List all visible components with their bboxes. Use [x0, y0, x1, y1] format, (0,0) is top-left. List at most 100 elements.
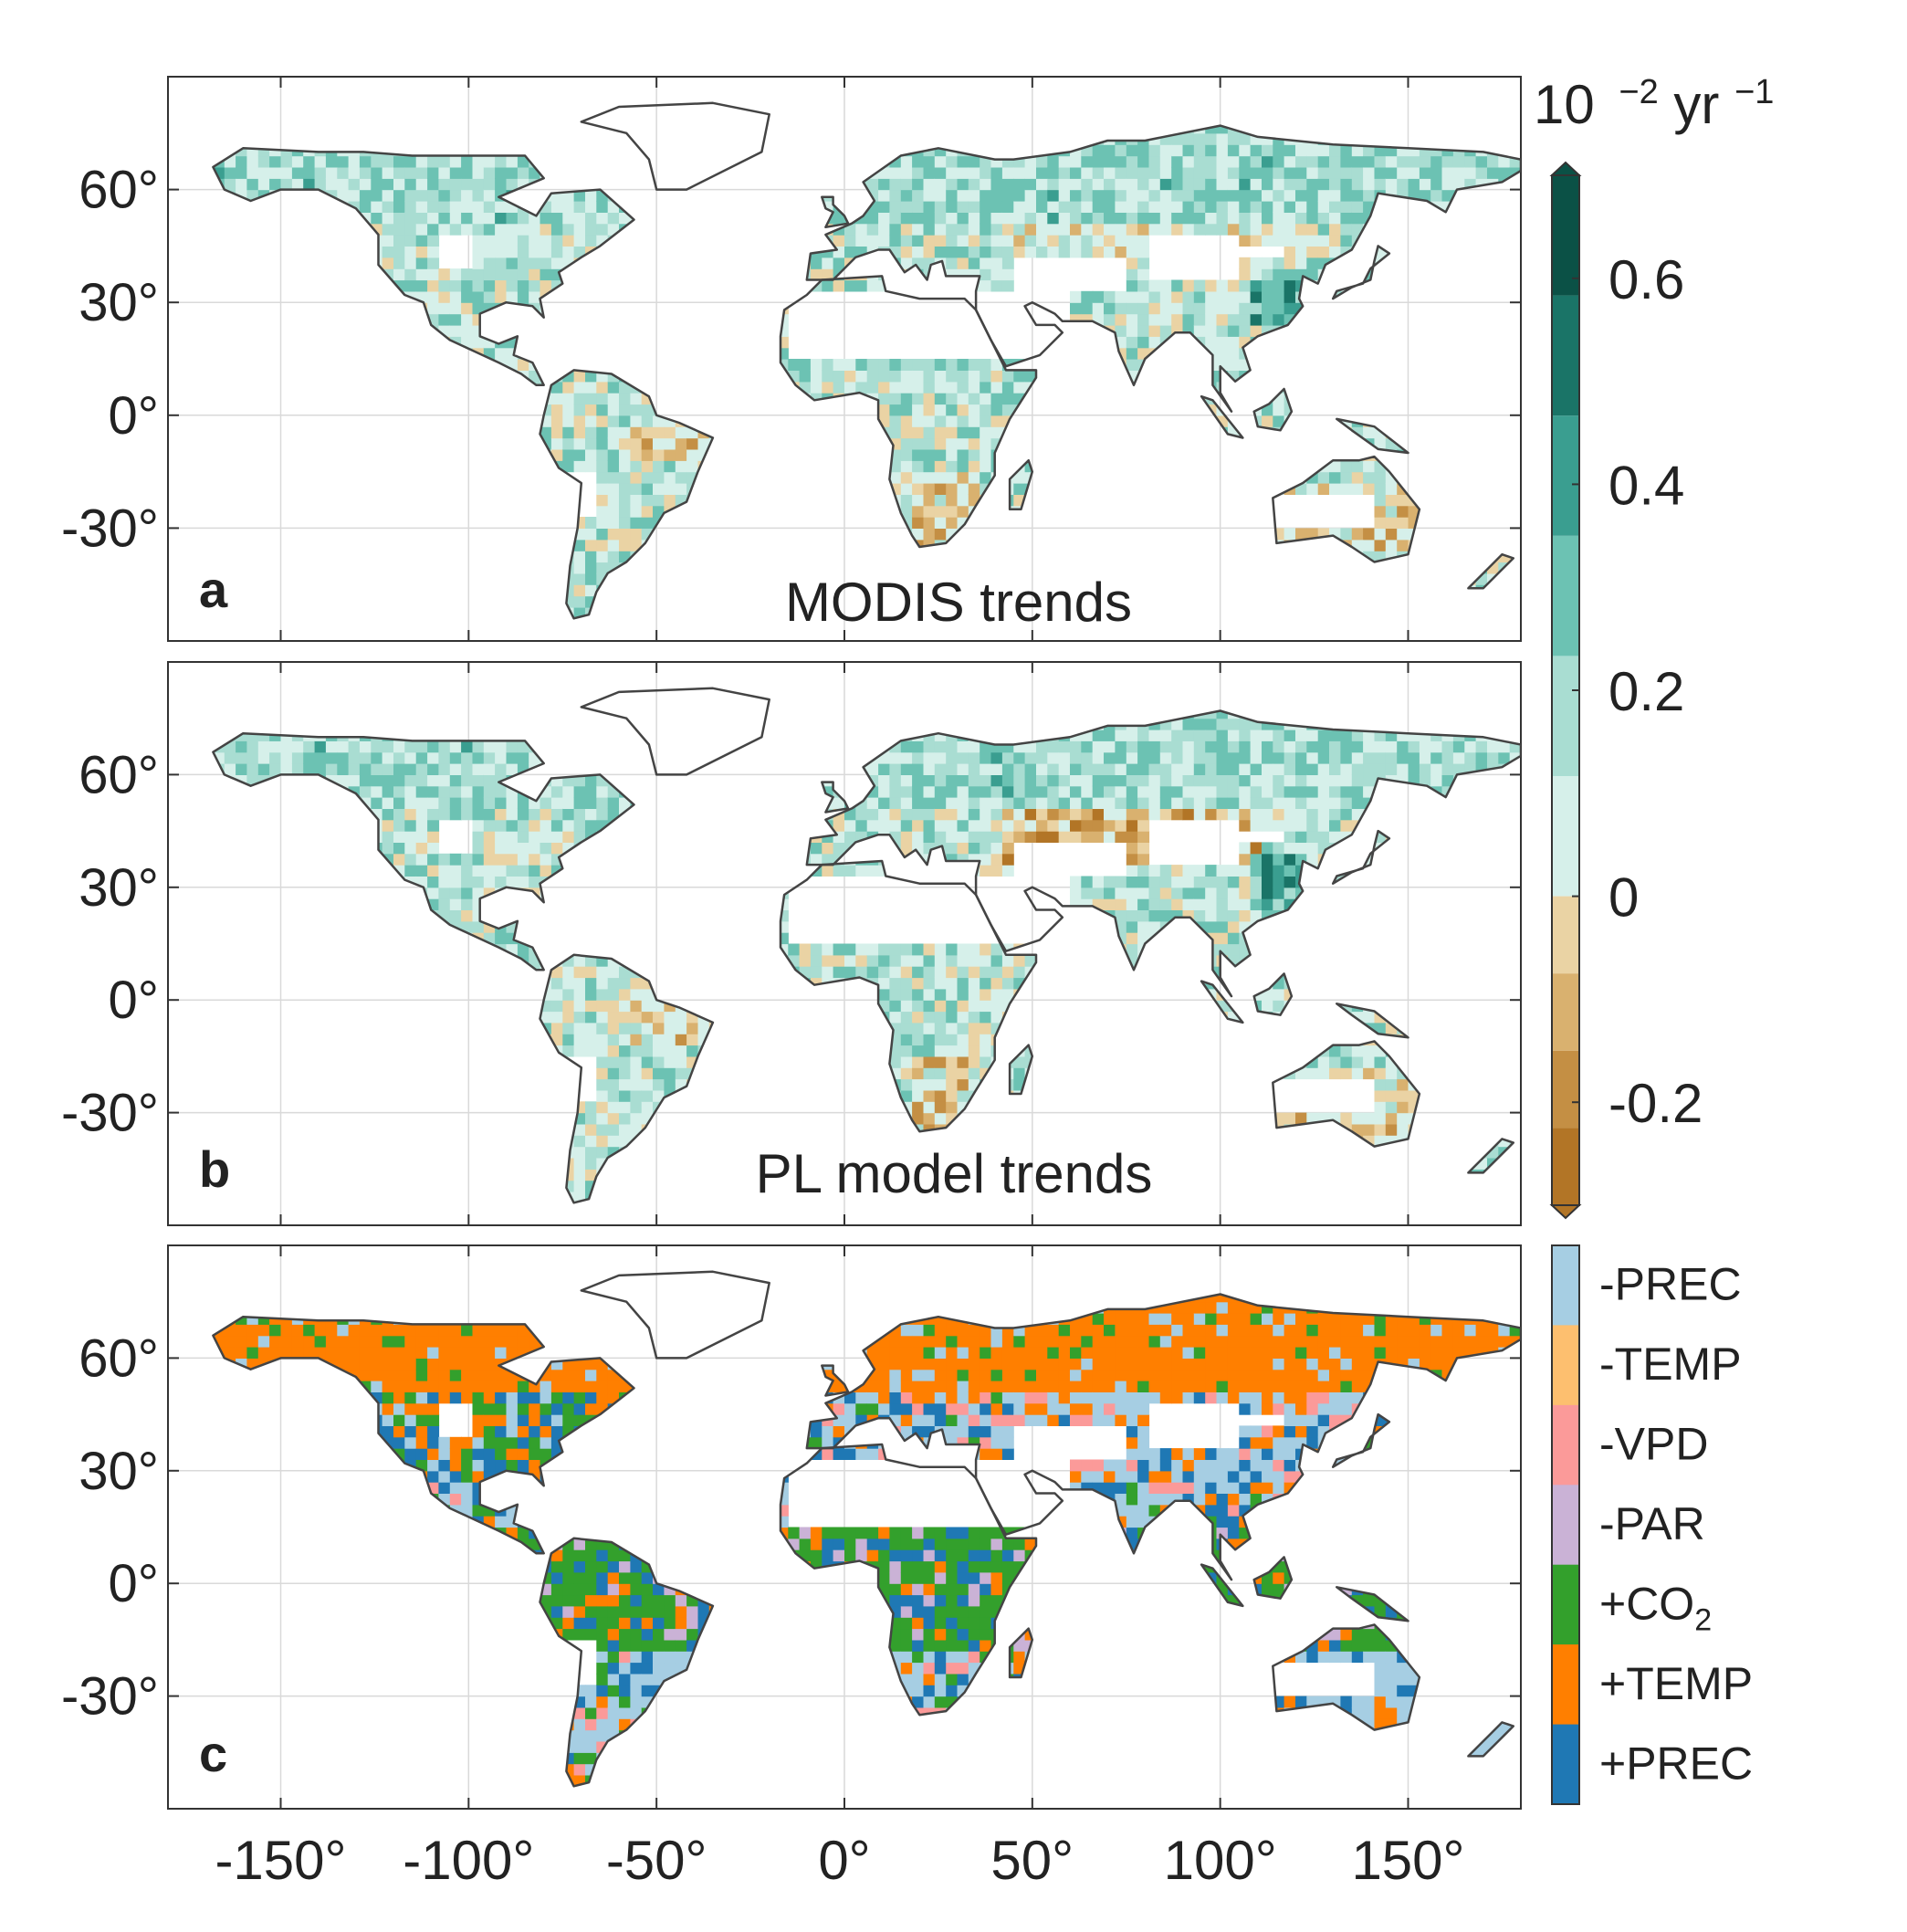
map-cell — [924, 246, 936, 257]
map-cell — [844, 370, 856, 382]
map-cell — [438, 224, 450, 236]
map-cell — [495, 280, 507, 292]
map-cell — [1002, 370, 1014, 382]
map-cell — [642, 438, 654, 450]
map-cell — [630, 404, 642, 415]
map-cell — [1194, 212, 1206, 224]
map-cell — [1295, 246, 1307, 257]
map-cell — [1093, 167, 1105, 179]
map-cell — [1273, 235, 1284, 247]
map-cell — [1284, 224, 1296, 236]
map-cell — [1093, 302, 1105, 314]
map-cell — [1104, 201, 1116, 213]
map-cell — [315, 156, 327, 168]
map-cell — [427, 235, 439, 247]
map-cell — [416, 235, 428, 247]
map-cell — [1160, 314, 1172, 326]
map-cell — [540, 257, 552, 269]
map-cell — [1397, 178, 1409, 190]
map-cell — [1070, 212, 1082, 224]
map-cell — [901, 415, 913, 427]
map-cell — [393, 201, 405, 213]
map-cell — [1318, 246, 1330, 257]
map-cell — [596, 438, 608, 450]
map-cell — [529, 291, 540, 303]
map-cell — [473, 280, 485, 292]
map-cell — [416, 156, 428, 168]
map-cell — [551, 201, 563, 213]
map-cell — [416, 190, 428, 202]
map-cell — [1081, 156, 1093, 168]
map-cell — [1115, 302, 1126, 314]
map-cell — [1126, 257, 1138, 269]
map-cell — [596, 483, 608, 495]
map-cell — [585, 426, 597, 438]
map-cell — [1284, 144, 1296, 156]
map-cell — [912, 235, 924, 247]
map-cell — [1149, 291, 1161, 303]
map-cell — [416, 167, 428, 179]
map-cell — [1104, 178, 1116, 190]
map-cell — [1025, 212, 1037, 224]
map-cell — [1104, 235, 1116, 247]
map-cell — [889, 382, 901, 394]
map-cell — [585, 528, 597, 540]
map-cell — [382, 190, 394, 202]
map-cell — [946, 359, 958, 371]
map-cell — [258, 167, 270, 179]
map-cell — [1306, 156, 1318, 168]
map-cell — [844, 246, 856, 257]
map-cell — [1013, 235, 1025, 247]
map-cell — [1273, 144, 1284, 156]
map-cell — [924, 449, 936, 461]
map-cell — [1205, 167, 1217, 179]
map-cell — [867, 359, 879, 371]
map-cell — [991, 190, 1003, 202]
map-cell — [585, 404, 597, 415]
map-cell — [935, 224, 947, 236]
map-cell — [608, 426, 620, 438]
map-cell — [912, 212, 924, 224]
map-cell — [642, 494, 654, 506]
map-cell — [1430, 167, 1442, 179]
map-cell — [427, 156, 439, 168]
map-cell — [461, 178, 473, 190]
map-cell — [676, 449, 687, 461]
map-cell — [1104, 314, 1116, 326]
map-cell — [1115, 190, 1126, 202]
map-cell — [461, 291, 473, 303]
map-cell — [1239, 190, 1251, 202]
map-cell — [844, 359, 856, 371]
map-cell — [822, 382, 833, 394]
map-cell — [1420, 167, 1431, 179]
map-cell — [901, 235, 913, 247]
map-cell — [562, 415, 574, 427]
map-cell — [1262, 190, 1273, 202]
map-cell — [1420, 178, 1431, 190]
map-cell — [788, 359, 800, 371]
map-cell — [1115, 224, 1126, 236]
map-cell — [800, 370, 812, 382]
map-cell — [664, 426, 676, 438]
map-cell — [1126, 359, 1138, 371]
map-cell — [518, 280, 529, 292]
map-cell — [1149, 167, 1161, 179]
map-cell — [1239, 314, 1251, 326]
map-cell — [461, 212, 473, 224]
map-cell — [518, 167, 529, 179]
map-cell — [1352, 201, 1364, 213]
map-cell — [315, 167, 327, 179]
map-cell — [461, 156, 473, 168]
map-cell — [461, 268, 473, 280]
map-cell — [1126, 302, 1138, 314]
map-cell — [495, 291, 507, 303]
map-cell — [529, 268, 540, 280]
map-cell — [540, 235, 552, 247]
map-cell — [1273, 224, 1284, 236]
map-cell — [1306, 235, 1318, 247]
map-cell — [1251, 212, 1263, 224]
map-cell — [1386, 494, 1398, 506]
map-cell — [326, 156, 338, 168]
map-cell — [1183, 314, 1195, 326]
map-cell — [1284, 201, 1296, 213]
